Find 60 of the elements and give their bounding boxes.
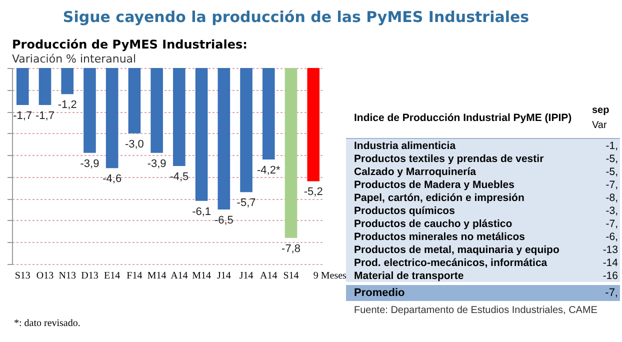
x-tick-label: J14: [216, 270, 231, 282]
category-label: Promedio: [353, 287, 406, 299]
text: Var: [592, 119, 608, 133]
text: -5,: [606, 152, 618, 164]
source-note: Fuente: Departamento de Estudios Industriales, CAME: [353, 304, 598, 316]
category-label: Papel, cartón, edición e impresión: [353, 192, 526, 204]
x-tick-label: M14: [192, 270, 211, 282]
category-label: Productos de caucho y plástico: [353, 218, 514, 230]
data-label: -1,2: [58, 99, 77, 112]
x-tick-label: A14: [260, 270, 278, 282]
data-label: -3,9: [80, 158, 100, 170]
text: -1,: [606, 140, 618, 152]
data-label: -6,1: [192, 206, 212, 218]
x-tick-label: O13: [36, 270, 54, 282]
category-label: Calzado y Marroquinería: [353, 166, 477, 178]
text: -13: [602, 244, 618, 256]
y-axis-title: Variación % interanual: [12, 52, 136, 66]
category-label: Productos textiles y prendas de vestir: [353, 152, 545, 164]
data-label: -1,7: [36, 110, 54, 122]
text: -7,: [605, 287, 618, 299]
text: *: dato revisado.: [14, 318, 80, 329]
text: -16: [602, 270, 618, 282]
category-label: Productos minerales no metálicos: [353, 230, 526, 242]
data-label: -4,6: [102, 173, 122, 186]
x-tick-label: E14: [104, 270, 120, 282]
chart-title: Sigue cayendo la producción de las PyMES Industriales: [62, 8, 530, 26]
text: -5,: [606, 166, 618, 178]
x-tick-label: A14: [170, 270, 188, 282]
text: -7,: [606, 178, 618, 190]
data-label: -3,9: [147, 158, 166, 170]
x-tick-label: M14: [147, 270, 166, 282]
category-label: Productos de Madera y Muebles: [353, 178, 516, 190]
text: -8,: [606, 192, 618, 204]
data-label: -4,5: [170, 171, 189, 183]
data-label: -5,2: [304, 186, 323, 198]
x-tick-label: D13: [81, 270, 98, 282]
x-tick-label: 9 Meses: [313, 270, 347, 282]
category-label: Material de transporte: [353, 270, 465, 282]
text: Indice de Producción Industrial PyME (IPIP): [353, 112, 573, 124]
x-tick-label: F14: [126, 270, 142, 282]
data-label: -3,0: [124, 138, 144, 150]
x-tick-label: S14: [283, 270, 299, 282]
text: -3,: [606, 204, 618, 216]
x-tick-label: N13: [58, 270, 76, 282]
x-tick-label: J14: [239, 270, 254, 282]
text: sep: [592, 104, 610, 118]
text: -14: [602, 256, 618, 268]
x-tick-label: S13: [14, 270, 30, 282]
category-label: Productos químicos: [353, 204, 456, 216]
text: -6,: [606, 230, 618, 242]
data-label: -1,7: [13, 110, 32, 122]
data-label: -4,2*: [257, 164, 281, 176]
chart-subtitle: Producción de PyMES Industriales:: [12, 38, 248, 52]
category-label: Industria alimenticia: [353, 140, 457, 152]
category-label: Productos de metal, maquinaria y equipo: [353, 244, 560, 256]
category-label: Prod. electrico-mecánicos, informática: [353, 256, 548, 268]
text: -7,: [606, 218, 618, 230]
data-label: -6,5: [214, 214, 234, 227]
data-label: -7,8: [282, 242, 300, 255]
data-label: -5,7: [236, 197, 256, 210]
